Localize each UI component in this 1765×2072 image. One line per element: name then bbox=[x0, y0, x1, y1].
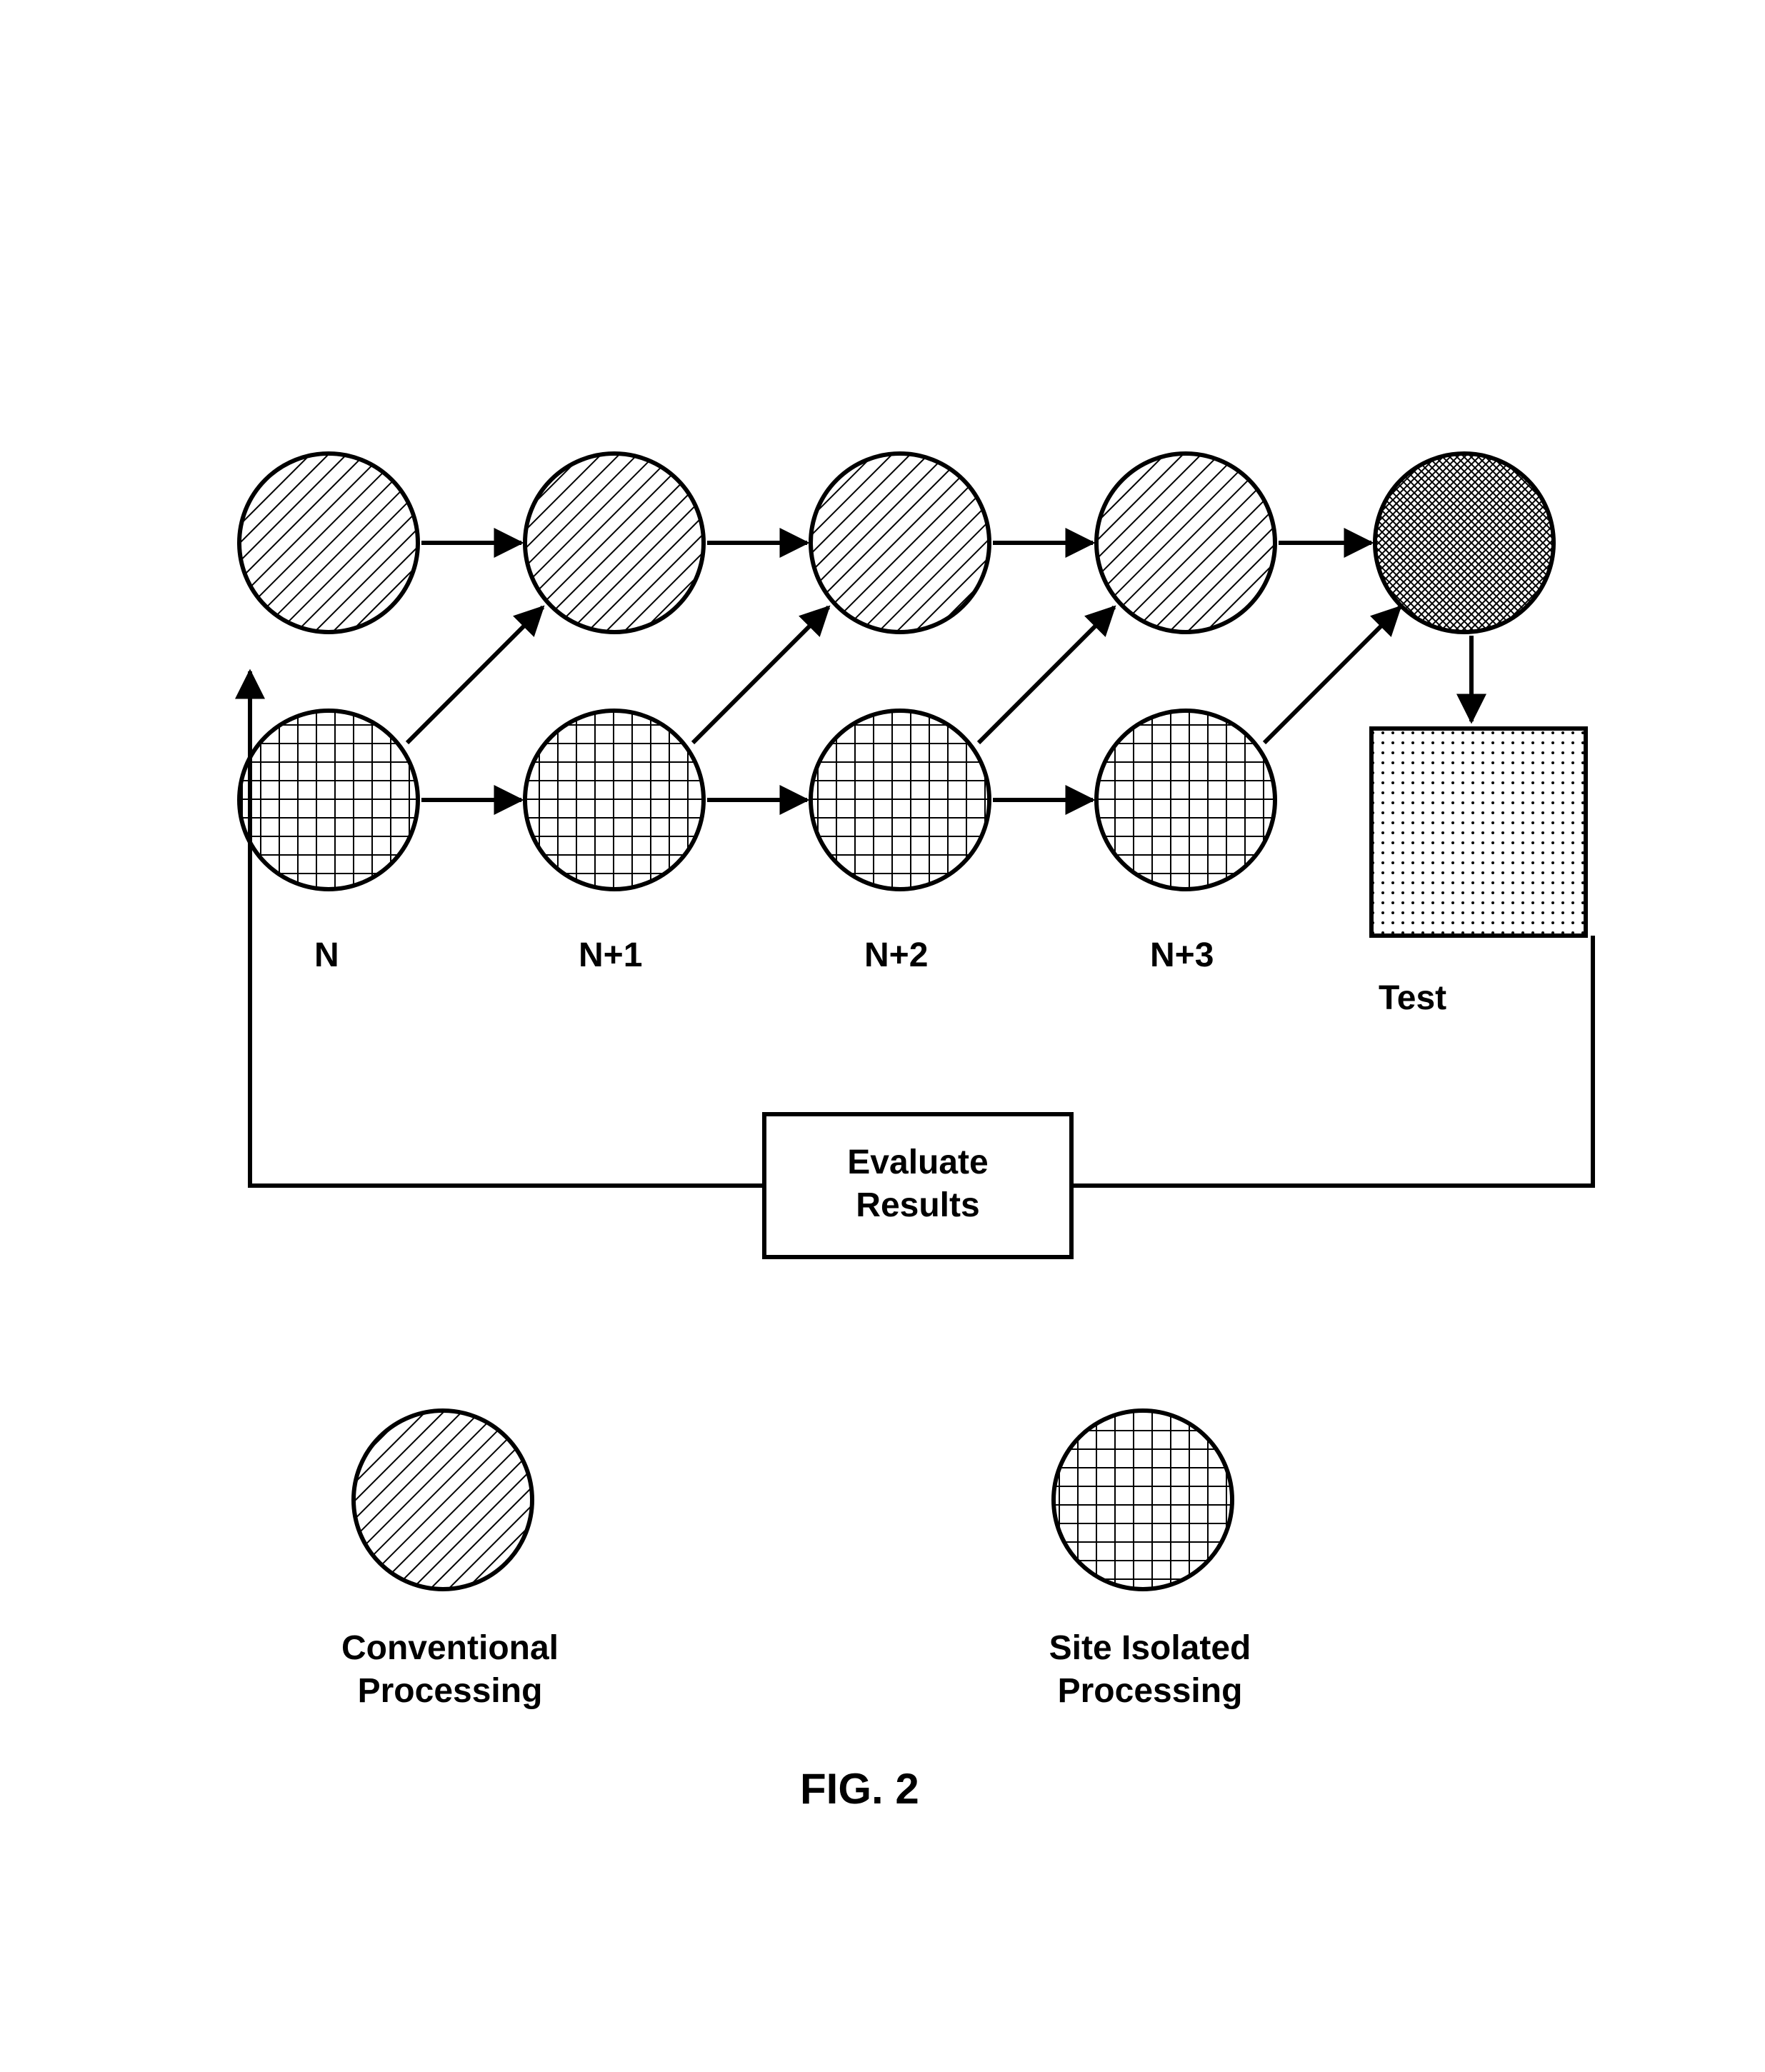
stage-label-n: N bbox=[314, 936, 339, 975]
node-bot-n3 bbox=[1096, 711, 1275, 889]
node-top-n3 bbox=[1096, 454, 1275, 632]
node-bot-n1 bbox=[525, 711, 704, 889]
node-top-n2 bbox=[811, 454, 989, 632]
legend-conventional-icon bbox=[354, 1411, 532, 1589]
node-bot-n bbox=[239, 711, 418, 889]
test-box bbox=[1371, 729, 1586, 936]
diagram-svg bbox=[0, 0, 1765, 2072]
figure-page: N N+1 N+2 N+3 Test Evaluate Results Conv… bbox=[0, 0, 1765, 2072]
evaluate-label-line1: Evaluate bbox=[786, 1143, 1050, 1182]
stage-label-n2: N+2 bbox=[864, 936, 928, 975]
legend-site-isolated-icon bbox=[1054, 1411, 1232, 1589]
node-bot-n2 bbox=[811, 711, 989, 889]
edge bbox=[1264, 607, 1400, 743]
edge bbox=[407, 607, 543, 743]
edge bbox=[979, 607, 1114, 743]
node-top-n1 bbox=[525, 454, 704, 632]
stage-label-n1: N+1 bbox=[579, 936, 642, 975]
edge bbox=[693, 607, 829, 743]
legend-conventional-label-1: Conventional bbox=[336, 1628, 564, 1668]
node-final bbox=[1375, 454, 1554, 632]
stage-label-n3: N+3 bbox=[1150, 936, 1214, 975]
legend-site-isolated-label-1: Site Isolated bbox=[1036, 1628, 1264, 1668]
evaluate-label-line2: Results bbox=[786, 1186, 1050, 1225]
node-top-n bbox=[239, 454, 418, 632]
legend-site-isolated-label-2: Processing bbox=[1036, 1671, 1264, 1711]
legend-conventional-label-2: Processing bbox=[336, 1671, 564, 1711]
figure-caption: FIG. 2 bbox=[800, 1764, 919, 1813]
test-label: Test bbox=[1379, 979, 1446, 1018]
